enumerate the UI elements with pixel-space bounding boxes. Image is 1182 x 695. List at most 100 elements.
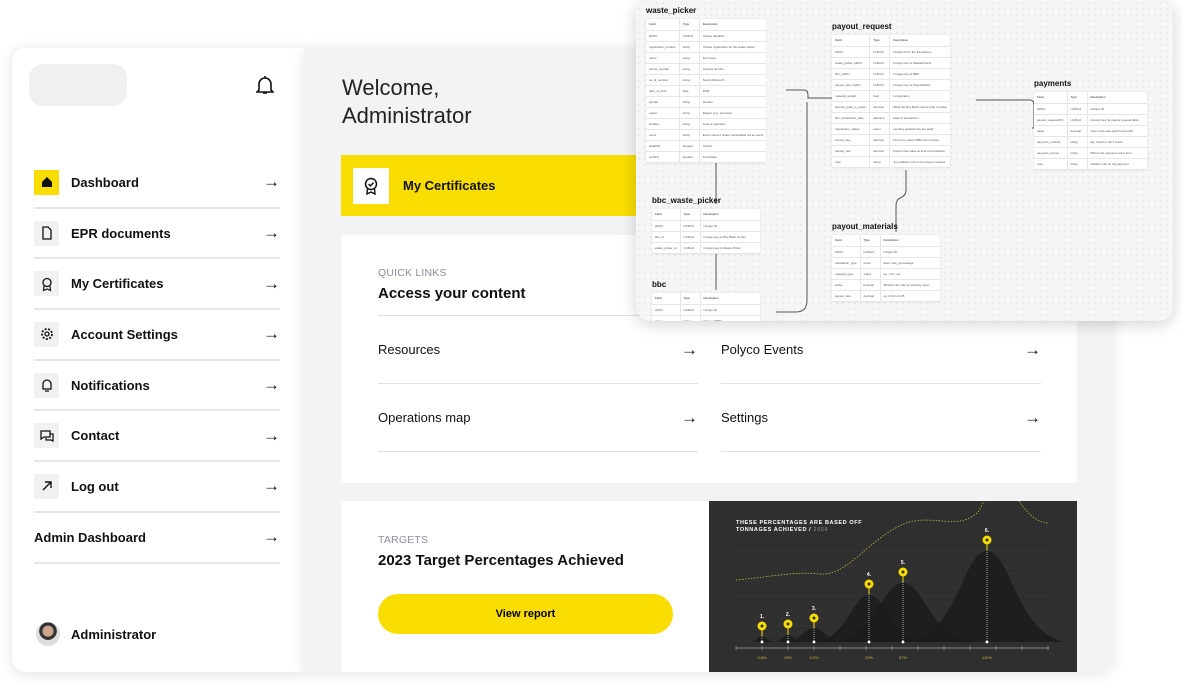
table-row: payment_method string Eg. Voucher, EFT, Ca… [1034, 136, 1148, 148]
point-number: 2. [786, 612, 791, 618]
view-report-button[interactable]: View report [378, 594, 673, 634]
table-row: name string Name of BBC [652, 315, 760, 321]
sidebar-item-dashboard[interactable]: Dashboard → [34, 158, 280, 209]
sidebar-item-label: Log out [71, 478, 119, 494]
table-row: id(PK) UUIDv4 Unique ID [652, 220, 761, 232]
sidebar-item-label: Notifications [71, 377, 150, 393]
table-name: bbc [652, 280, 667, 289]
arrow-right-icon: → [1024, 339, 1041, 359]
table-name: waste_picker [646, 6, 697, 15]
table-row: id(PK) UUIDv4 Unique ID [1034, 103, 1148, 115]
sidebar: Dashboard → EPR documents → My Certificates →… [12, 48, 304, 672]
banner-label: My Certificates [403, 178, 496, 193]
targets-card: TARGETS 2023 Target Percentages Achieved… [341, 500, 1077, 672]
table-row: Field Type Description [832, 235, 941, 247]
link-resources[interactable]: Resources → [378, 316, 698, 384]
table-row: id(PK) UUIDv4 Unique ID [652, 304, 760, 316]
sidebar-item-label: Admin Dashboard [34, 529, 146, 545]
targets-chart: THESE PERCENTAGES ARE BASED OFF TONNAGES… [709, 500, 1077, 672]
data-point-center [786, 622, 790, 626]
point-number: 4. [867, 572, 872, 578]
table-row: Field Type Description [652, 293, 760, 305]
table-row: sa_id_number string South African ID [646, 74, 767, 86]
sidebar-item-admin-dashboard[interactable]: Admin Dashboard → [34, 513, 280, 564]
arrow-right-icon: → [263, 375, 280, 395]
divider [378, 315, 678, 316]
arrow-right-icon: → [263, 527, 280, 547]
table-row: Field Type Description [646, 19, 767, 31]
table-row: Field Type Description [1034, 92, 1148, 104]
table-payout-request: payout_request Field Type Description id(PK)… [832, 22, 951, 168]
sidebar-item-my-certificates[interactable]: My Certificates → [34, 259, 280, 311]
my-certificates-banner[interactable]: My Certificates [341, 155, 641, 216]
table-name: payments [1034, 79, 1072, 88]
sidebar-item-log-out[interactable]: Log out → [34, 462, 280, 513]
arrow-right-icon: → [681, 407, 698, 427]
sidebar-item-label: Dashboard [71, 174, 139, 190]
gear-icon [34, 321, 59, 347]
table-row: Field Type Description [652, 209, 761, 221]
table-row: verified boolean True/False [646, 151, 767, 163]
logo-placeholder[interactable] [29, 64, 127, 106]
base-dot [985, 640, 989, 644]
targets-title: 2023 Target Percentages Achieved [378, 552, 624, 569]
table-row: payment_source string Where the payment ca… [1034, 147, 1148, 159]
table-row: gender string Gender [646, 96, 767, 108]
table-row: waste_picker_id(FK) UUIDv4 Foreign key to … [832, 57, 951, 69]
table-bbc: bbc Field Type Description id(PK) UUIDv4 Uniqu… [652, 280, 760, 321]
quick-links-eyebrow: QUICK LINKS [378, 267, 447, 279]
sidebar-item-label: My Certificates [71, 276, 164, 292]
table-row: payout_rate decimal eg. 0.01 to 0.05 [832, 290, 941, 302]
x-tick-label: 29% [865, 655, 873, 660]
base-dot [760, 640, 764, 644]
table-row: bbc_id(FK) UUIDv4 Foreign key to BBC [832, 68, 951, 80]
table-row: material_weight float In kilograms [832, 90, 951, 102]
user-profile[interactable]: Administrator [36, 622, 156, 646]
base-dot [901, 640, 905, 644]
table-row: active boolean Whether the rate is current… [832, 279, 941, 291]
sidebar-item-account-settings[interactable]: Account Settings → [34, 310, 280, 361]
table-row: region string Region (e.g. province) [646, 107, 767, 119]
table-waste-picker: waste_picker Field Type Description id(PK) UU… [646, 6, 767, 163]
chart-svg: THESE PERCENTAGES ARE BASED OFF TONNAGES… [735, 500, 1072, 660]
point-number: 6. [985, 528, 990, 534]
sidebar-item-label: Account Settings [71, 326, 178, 342]
table-name: payout_request [832, 22, 892, 31]
chat-icon [34, 423, 59, 449]
sidebar-item-notifications[interactable]: Notifications → [34, 361, 280, 412]
arrow-right-icon: → [263, 476, 280, 496]
table-row: phone_number string Contact number [646, 63, 767, 75]
link-settings[interactable]: Settings → [721, 384, 1041, 452]
x-tick-label: 0.8% [757, 655, 767, 660]
targets-eyebrow: TARGETS [378, 534, 429, 546]
table-row: material_type string eg. "pet", etc [832, 268, 941, 280]
table-row: service_fee decimal Fee to be paid to BBC … [832, 134, 951, 146]
table-bbc-waste-picker: bbc_waste_picker Field Type Description id(P… [652, 196, 761, 254]
table-row: bbc_id UUIDv4 Foreign key to Buy Back Cent… [652, 231, 761, 243]
bell-icon[interactable] [255, 75, 275, 100]
table-row: id(PK) UUIDv4 Unique ID for the transactio… [832, 46, 951, 58]
link-polyco-events[interactable]: Polyco Events → [721, 316, 1041, 384]
arrow-right-icon: → [1024, 407, 1041, 427]
table-row: payout_request(FK) UUIDv4 Foreign key for … [1034, 114, 1148, 126]
data-point-center [812, 616, 816, 620]
x-tick-label: 15% [784, 655, 792, 660]
table-row: Field Type Description [832, 35, 951, 47]
table-row: disability boolean Yes/No [646, 140, 767, 152]
sidebar-item-contact[interactable]: Contact → [34, 411, 280, 463]
arrow-right-icon: → [681, 339, 698, 359]
link-operations-map[interactable]: Operations map → [378, 384, 698, 452]
data-point-center [760, 624, 764, 628]
table-row: note string Any addition info on the payou… [832, 156, 951, 168]
base-dot [812, 640, 816, 644]
data-point-center [985, 538, 989, 542]
x-tick-label: 112% [982, 655, 992, 660]
avatar [36, 622, 60, 646]
data-point-center [867, 582, 871, 586]
data-point-center [901, 570, 905, 574]
page-title: Welcome, Administrator [342, 75, 472, 128]
quick-links-title: Access your content [378, 285, 526, 302]
sidebar-item-epr-documents[interactable]: EPR documents → [34, 209, 280, 260]
trend-line [735, 500, 1050, 581]
table-row: payout_rate decimal Payout rate value at t… [832, 145, 951, 157]
